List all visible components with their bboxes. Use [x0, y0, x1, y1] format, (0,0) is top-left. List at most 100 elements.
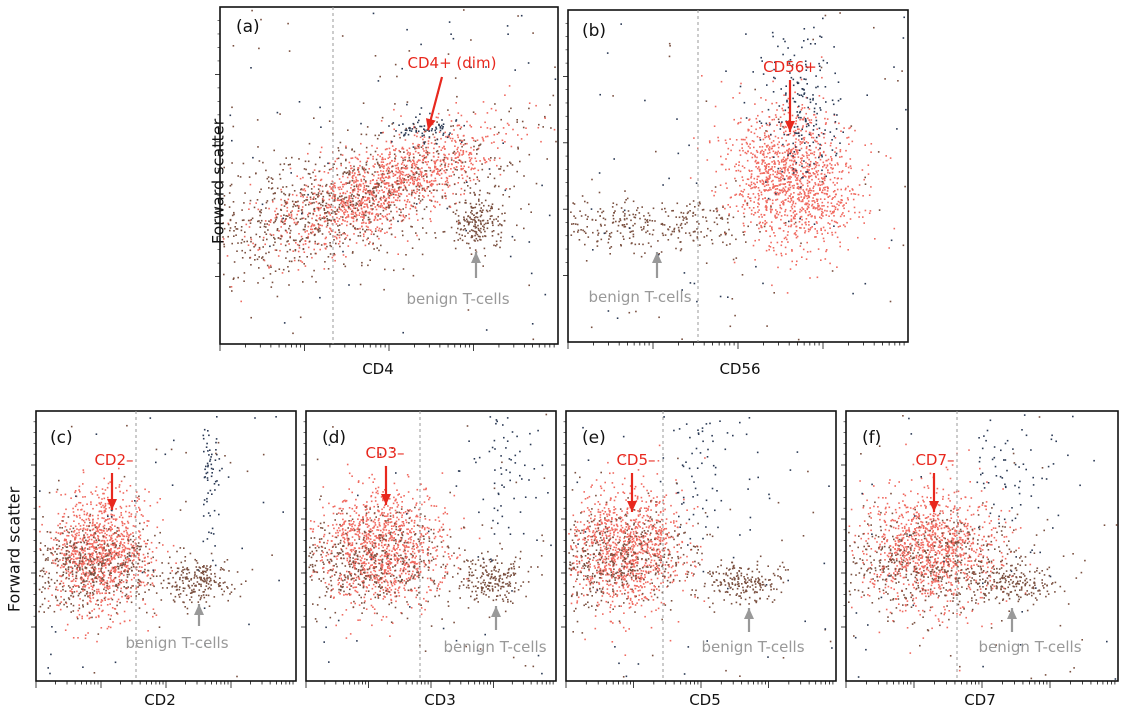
data-point: [664, 211, 667, 213]
data-point: [457, 146, 459, 149]
data-point: [460, 149, 462, 152]
data-point: [375, 158, 378, 161]
data-point: [784, 40, 786, 43]
data-point: [223, 243, 225, 246]
data-point: [324, 212, 326, 214]
data-point: [758, 239, 760, 241]
data-point: [302, 196, 304, 198]
data-point: [400, 131, 403, 134]
data-point: [765, 207, 768, 209]
data-point: [794, 217, 796, 220]
data-point: [583, 230, 586, 233]
data-point: [130, 513, 133, 515]
data-point: [782, 203, 784, 205]
data-point: [812, 187, 814, 189]
data-point: [92, 586, 94, 588]
data-point: [390, 141, 392, 144]
data-point: [541, 184, 543, 187]
data-point: [408, 213, 410, 216]
data-point: [333, 239, 335, 241]
data-point: [728, 168, 730, 171]
data-point: [449, 137, 452, 140]
data-point: [783, 113, 786, 116]
data-point: [705, 100, 708, 102]
data-point: [755, 186, 757, 188]
data-point: [422, 177, 425, 180]
data-point: [474, 167, 476, 170]
data-point: [426, 176, 428, 178]
data-point: [382, 170, 385, 173]
data-point: [761, 125, 763, 127]
data-point: [497, 147, 499, 149]
data-point: [598, 191, 601, 194]
data-point: [825, 111, 827, 113]
data-point: [836, 236, 839, 239]
data-point: [302, 217, 305, 219]
data-point: [764, 220, 766, 222]
data-point: [357, 170, 360, 173]
data-point: [488, 158, 490, 160]
data-point: [62, 582, 65, 584]
data-point: [292, 332, 294, 335]
data-point: [426, 180, 428, 182]
data-point: [293, 190, 296, 192]
data-point: [358, 153, 361, 156]
data-point: [491, 230, 494, 233]
data-point: [377, 229, 380, 232]
data-point: [668, 42, 671, 45]
data-point: [292, 250, 294, 252]
data-point: [824, 229, 826, 232]
data-point: [824, 86, 827, 88]
data-point: [56, 604, 58, 606]
data-point: [350, 213, 353, 215]
data-point: [654, 220, 656, 222]
data-point: [773, 76, 775, 79]
data-point: [400, 173, 403, 175]
data-point: [407, 160, 409, 162]
data-point: [433, 143, 436, 145]
data-point: [315, 281, 317, 283]
data-point: [590, 208, 593, 210]
data-point: [783, 172, 786, 174]
data-point: [727, 204, 729, 206]
data-point: [418, 238, 420, 241]
data-point: [780, 178, 782, 181]
data-point: [765, 200, 767, 202]
data-point: [273, 236, 275, 239]
data-point: [848, 127, 850, 130]
data-point: [327, 172, 330, 174]
data-point: [506, 165, 509, 167]
data-point: [599, 223, 602, 226]
data-point: [322, 200, 324, 203]
data-point: [381, 222, 383, 225]
data-point: [311, 224, 313, 227]
data-point: [285, 215, 287, 217]
data-point: [351, 172, 354, 174]
data-point: [776, 170, 779, 172]
data-point: [813, 163, 816, 166]
data-point: [300, 195, 302, 198]
data-point: [624, 190, 626, 192]
data-point: [482, 219, 484, 222]
data-point: [490, 205, 493, 208]
data-point: [783, 166, 785, 169]
data-point: [486, 219, 489, 222]
data-point: [256, 199, 259, 201]
data-point: [832, 212, 834, 214]
data-point: [387, 204, 390, 207]
data-point: [326, 191, 328, 194]
data-point: [766, 172, 768, 174]
data-point: [249, 257, 251, 259]
data-point: [580, 215, 583, 217]
data-point: [313, 169, 316, 171]
data-point: [853, 193, 855, 195]
data-point: [725, 142, 728, 144]
data-point: [478, 229, 480, 231]
data-point: [792, 152, 794, 155]
data-point: [418, 147, 420, 149]
data-point: [277, 237, 280, 239]
data-point: [893, 227, 896, 230]
data-point: [802, 118, 805, 120]
data-point: [395, 167, 397, 170]
data-point: [367, 216, 370, 219]
